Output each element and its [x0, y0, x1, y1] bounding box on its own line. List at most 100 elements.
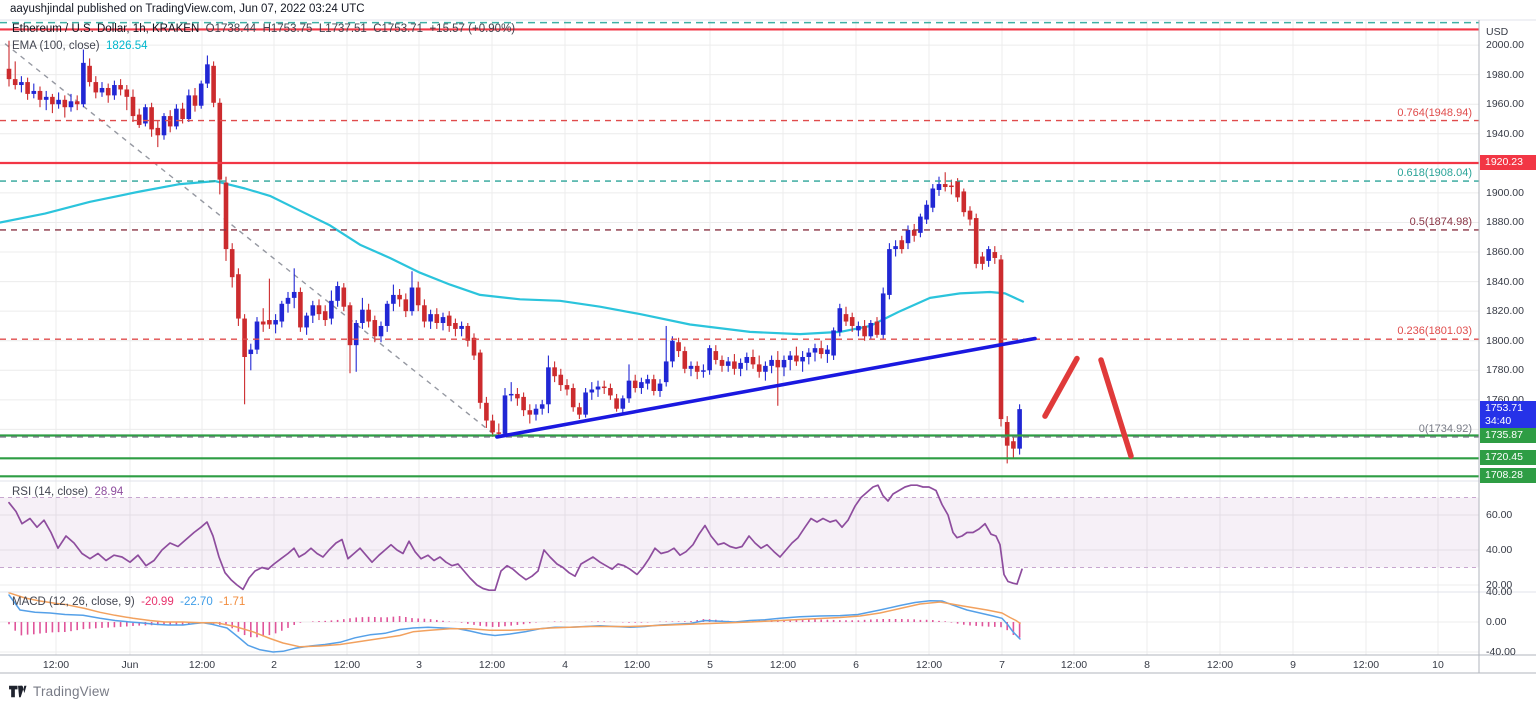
- candle-body: [453, 322, 458, 329]
- candle-body: [626, 380, 632, 399]
- macd-hist-value: -20.99: [141, 596, 174, 608]
- candle-body: [775, 359, 781, 368]
- candle-body: [205, 64, 210, 84]
- candle-body: [955, 181, 960, 198]
- macd-label: MACD (12, 26, close, 9): [12, 596, 135, 608]
- candle-body: [521, 396, 526, 411]
- time-axis-label: 12:00: [915, 659, 943, 671]
- candle-body: [911, 229, 917, 236]
- candle-body: [558, 374, 564, 386]
- candle-body: [794, 355, 799, 362]
- candle-countdown: 34:40: [1485, 415, 1512, 428]
- candle-body: [378, 325, 384, 337]
- tradingview-watermark[interactable]: TradingView: [8, 682, 110, 701]
- candle-body: [694, 365, 700, 372]
- candle-body: [837, 308, 843, 332]
- rsi-legend: RSI (14, close) 28.94: [12, 486, 123, 498]
- candle-body: [930, 188, 936, 208]
- fib-level-label: 0(1734.92): [1418, 422, 1472, 435]
- candle-body: [942, 184, 948, 188]
- time-axis-label: 12:00: [333, 659, 361, 671]
- candle-body: [992, 252, 998, 258]
- candle-body: [267, 320, 272, 325]
- rsi-axis-label: 20.00: [1486, 578, 1513, 591]
- candle-body: [285, 297, 291, 304]
- time-axis-label: 9: [1290, 659, 1296, 671]
- candle-body: [87, 65, 92, 83]
- candle-body: [682, 351, 688, 369]
- ema-value: 1826.54: [105, 40, 148, 52]
- candle-body: [787, 355, 793, 360]
- candle-body: [211, 65, 216, 103]
- candle-body: [608, 388, 613, 396]
- candle-body: [130, 96, 136, 117]
- time-axis-label: 12:00: [188, 659, 216, 671]
- price-axis-label: 1780.00: [1486, 364, 1524, 377]
- candle-body: [242, 318, 247, 357]
- candle-body: [670, 340, 675, 362]
- candle-body: [124, 89, 130, 97]
- time-axis-label: 3: [416, 659, 422, 671]
- fib-level-label: 0.618(1908.04): [1397, 167, 1472, 180]
- candle-body: [93, 82, 99, 93]
- time-axis-label: 4: [562, 659, 568, 671]
- candle-body: [74, 101, 80, 105]
- currency-label: USD: [1486, 26, 1509, 38]
- candle-body: [806, 352, 812, 357]
- fib-level-label: 0.236(1801.03): [1397, 325, 1472, 338]
- candle-body: [577, 407, 582, 415]
- candle-body: [893, 246, 898, 250]
- rsi-value: 28.94: [94, 486, 124, 498]
- candle-body: [236, 274, 241, 319]
- candle-body: [260, 321, 266, 325]
- candle-body: [198, 83, 204, 106]
- candle-body: [471, 337, 477, 356]
- ema-label: EMA (100, close): [12, 40, 100, 52]
- macd-axis-label: -40.00: [1486, 646, 1516, 658]
- candle-body: [701, 370, 706, 372]
- macd-signal-line: [8, 592, 1021, 648]
- time-axis-label: 10: [1432, 659, 1444, 671]
- candle-body: [366, 309, 371, 322]
- candle-body: [856, 325, 861, 331]
- candle-body: [149, 107, 154, 130]
- candle-body: [155, 127, 161, 136]
- candle-body: [614, 398, 619, 409]
- publish-header: aayushjindal published on TradingView.co…: [10, 3, 365, 15]
- time-axis-label: 7: [999, 659, 1005, 671]
- candle-body: [446, 315, 452, 326]
- candle-body: [415, 287, 421, 306]
- candle-body: [763, 365, 768, 372]
- macd-legend: MACD (12, 26, close, 9) -20.99 -22.70 -1…: [12, 596, 245, 608]
- candle-body: [223, 182, 229, 250]
- candle-body: [477, 352, 483, 403]
- candle-body: [118, 85, 123, 90]
- time-axis-label: 12:00: [1352, 659, 1380, 671]
- price-axis-label: 1940.00: [1486, 127, 1524, 140]
- candle-body: [570, 388, 576, 408]
- time-axis-label: 2: [271, 659, 277, 671]
- price-axis-label: 1840.00: [1486, 275, 1524, 288]
- candle-body: [384, 303, 390, 326]
- candle-body: [967, 210, 973, 220]
- candle-body: [136, 114, 142, 125]
- candle-body: [744, 356, 750, 363]
- candle-body: [217, 102, 223, 180]
- candle-body: [347, 305, 353, 346]
- ascending-trendline: [495, 336, 1037, 439]
- candle-body: [986, 249, 991, 261]
- candle-body: [273, 320, 278, 325]
- macd-line: [8, 594, 1021, 653]
- candle-body: [174, 108, 179, 127]
- candle-body: [849, 317, 855, 326]
- candle-body: [527, 410, 533, 415]
- candle-body: [949, 185, 954, 188]
- price-axis-label: 2000.00: [1486, 39, 1524, 52]
- candle-body: [651, 379, 657, 391]
- candle-body: [936, 184, 942, 190]
- rsi-line: [8, 484, 1023, 592]
- candle-body: [595, 386, 601, 390]
- tradingview-logo-icon: [9, 685, 27, 698]
- candle-body: [713, 351, 719, 360]
